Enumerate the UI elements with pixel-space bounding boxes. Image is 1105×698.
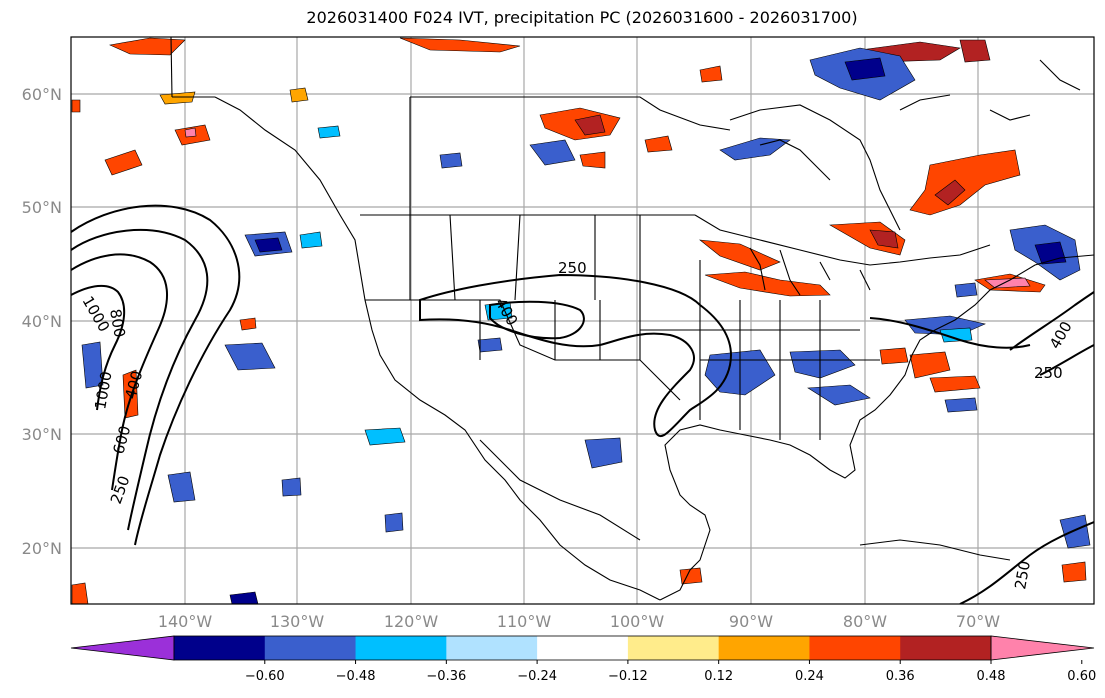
lat-label: 40°N <box>22 312 62 331</box>
map-frame <box>70 36 1095 605</box>
colorbar-segment <box>446 636 538 660</box>
contour-label: 250 <box>558 259 587 277</box>
contour-label: 800 <box>106 308 129 339</box>
contour-label: 250 <box>1011 559 1034 590</box>
ivt-contours <box>71 204 1094 604</box>
colorbar-segment <box>355 636 447 660</box>
colorbar-tick-label: −0.48 <box>336 669 376 684</box>
colorbar-segment <box>537 636 629 660</box>
lat-label: 50°N <box>22 198 62 217</box>
colorbar-extend-low <box>70 635 175 661</box>
colorbar-segment <box>174 636 266 660</box>
lon-label: 100°W <box>610 612 665 631</box>
map-title: 2026031400 F024 IVT, precipitation PC (2… <box>306 8 858 27</box>
contour-label: 250 <box>1034 364 1063 382</box>
lon-label: 140°W <box>158 612 213 631</box>
lon-label: 130°W <box>270 612 325 631</box>
lon-label: 70°W <box>956 612 1000 631</box>
colorbar: −0.60 −0.48 −0.36 −0.24 −0.12 0.12 0.24 0.36 0.4… <box>70 635 1096 684</box>
lon-label: 90°W <box>729 612 773 631</box>
lat-labels: 60°N 50°N 40°N 30°N 20°N <box>22 85 62 558</box>
lon-label: 80°W <box>843 612 887 631</box>
colorbar-tick-label: −0.24 <box>517 669 557 684</box>
colorbar-tick-label: −0.60 <box>245 669 285 684</box>
colorbar-tick-label: −0.36 <box>426 669 466 684</box>
lat-label: 60°N <box>22 85 62 104</box>
coastlines-borders <box>170 37 1094 601</box>
colorbar-tick-label: 0.60 <box>1067 669 1096 684</box>
lon-labels: 140°W 130°W 120°W 110°W 100°W 90°W 80°W … <box>158 612 1000 631</box>
colorbar-tick-label: −0.12 <box>608 669 648 684</box>
colorbar-tick-label: 0.36 <box>886 669 915 684</box>
lon-label: 120°W <box>384 612 439 631</box>
colorbar-segment <box>809 636 901 660</box>
lon-label: 110°W <box>497 612 552 631</box>
lat-label: 20°N <box>22 539 62 558</box>
colorbar-tick-label: 0.12 <box>704 669 733 684</box>
colorbar-frame <box>173 635 992 661</box>
graticule <box>71 37 1094 604</box>
colorbar-segment <box>264 636 357 660</box>
colorbar-segment <box>718 636 810 660</box>
colorbar-tick-label: 0.48 <box>977 669 1006 684</box>
lat-label: 30°N <box>22 425 62 444</box>
colorbar-tick-label: 0.24 <box>795 669 824 684</box>
colorbar-segment <box>900 636 992 660</box>
colorbar-segment <box>627 636 720 660</box>
colorbar-extend-high <box>990 635 1095 661</box>
